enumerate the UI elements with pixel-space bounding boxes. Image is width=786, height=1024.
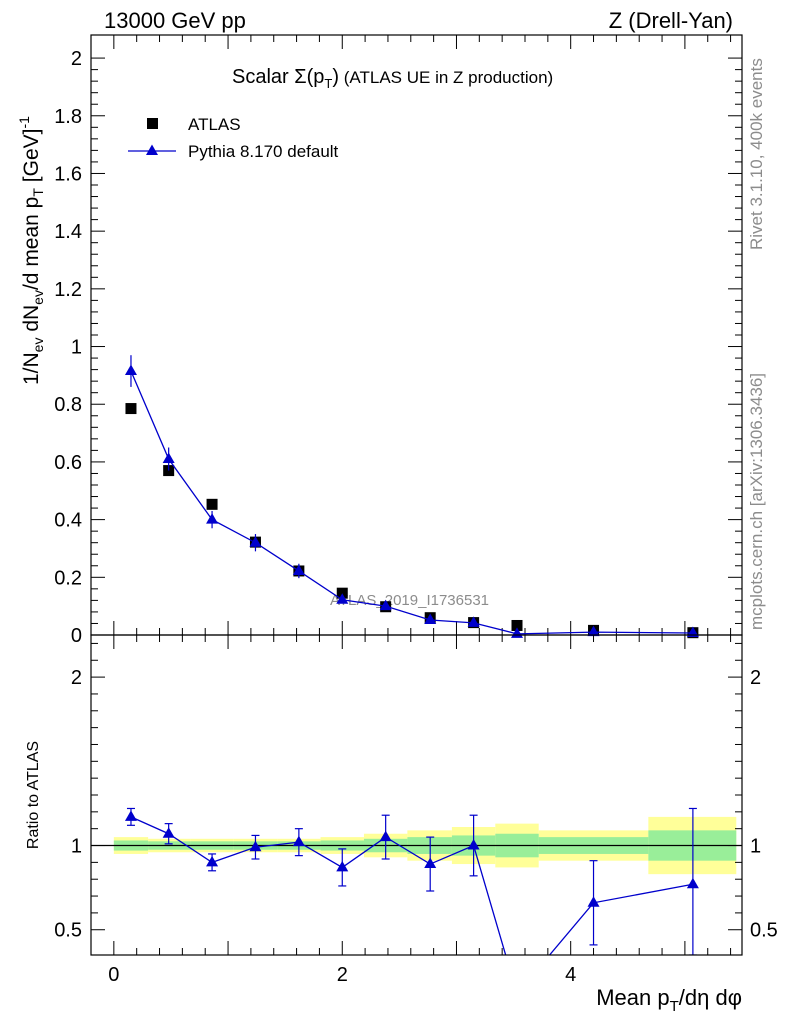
ylabel-c: dN — [20, 305, 43, 338]
main-y-tick-label: 2 — [71, 48, 82, 70]
pythia-point — [249, 536, 262, 547]
main-y-tick-label: 0 — [71, 625, 82, 647]
plot-title: Scalar Σ(pT) (ATLAS UE in Z production) — [232, 66, 553, 91]
pythia-point — [292, 564, 305, 575]
title-close: ) — [332, 66, 339, 88]
ylabel-h: -1 — [16, 116, 32, 129]
pythia-point — [379, 599, 392, 611]
ratio-point — [686, 877, 699, 889]
ratio-point — [424, 857, 437, 869]
ylabel-g: [GeV] — [20, 129, 43, 189]
ylabel-a: 1/N — [20, 352, 43, 385]
legend-label-pythia: Pythia 8.170 default — [188, 142, 339, 161]
ratio-x-axis: 0 2 4 — [90, 635, 732, 986]
ratio-y-tick-label: 1 — [71, 836, 82, 858]
main-y-tick-label: 1.2 — [54, 279, 82, 301]
title-sub: T — [324, 76, 332, 91]
main-y-tick-label: 0.6 — [54, 452, 82, 474]
ratio-point — [467, 839, 480, 850]
ratio-panel: 0.5 0.5 1 1 2 2 0 2 4 Ratio to ATLAS — [25, 634, 778, 986]
header-right: Z (Drell-Yan) — [609, 8, 733, 33]
ratio-point — [249, 840, 262, 852]
ratio-point — [379, 830, 392, 842]
pythia-point — [162, 452, 175, 464]
ylabel-b: ev — [30, 338, 46, 353]
ylabel-d: ev — [30, 290, 46, 305]
ratio-line — [130, 816, 694, 955]
x-axis-label: Mean pT/dη dφ — [596, 985, 742, 1015]
side-label-mcplots: mcplots.cern.ch [arXiv:1306.3436] — [747, 373, 766, 630]
main-y-tick-label: 1.8 — [54, 106, 82, 128]
ratio-y-tick-label-right: 2 — [750, 667, 761, 689]
analysis-watermark: ATLAS_2019_I1736531 — [330, 592, 489, 609]
header-left: 13000 GeV pp — [104, 8, 246, 33]
x-tick-label: 2 — [337, 964, 348, 986]
x-tick-label: 0 — [108, 964, 119, 986]
ratio-point — [124, 810, 137, 821]
pythia-point — [424, 613, 437, 624]
main-panel: 00.20.40.60.811.21.41.61.82 Scalar Σ(pT)… — [16, 34, 743, 647]
main-y-label: 1/Nev dNev/d mean pT [GeV]-1 — [16, 116, 46, 385]
main-data — [124, 355, 699, 639]
ratio-point — [336, 860, 349, 872]
pythia-point — [686, 626, 699, 637]
ratio-y-tick-label-right: 0.5 — [750, 920, 778, 942]
legend-marker-atlas — [147, 118, 158, 129]
main-y-tick-label: 0.8 — [54, 394, 82, 416]
main-x-axis — [90, 35, 732, 635]
ratio-data — [124, 807, 699, 955]
xlabel-tail: /dη dφ — [679, 985, 742, 1010]
ratio-y-tick-label-right: 1 — [750, 836, 761, 858]
ratio-frame — [90, 634, 743, 956]
ratio-point — [587, 896, 600, 907]
main-y-tick-label: 0.4 — [54, 510, 82, 532]
atlas-point — [125, 403, 137, 415]
ratio-series — [124, 807, 699, 955]
ylabel-f: T — [30, 188, 46, 197]
x-tick-label: 4 — [565, 964, 576, 986]
ratio-y-tick-label: 2 — [71, 667, 82, 689]
pythia-point — [587, 625, 600, 637]
pythia-point — [206, 513, 219, 524]
pythia-line — [130, 370, 693, 635]
title-lead: Scalar — [232, 66, 294, 88]
atlas-point — [511, 619, 523, 631]
legend-label-atlas: ATLAS — [188, 115, 241, 134]
pythia-point — [336, 593, 349, 604]
ylabel-e: /d mean p — [20, 197, 43, 290]
atlas-point — [336, 587, 348, 599]
main-y-tick-label: 1 — [71, 337, 82, 359]
ratio-point — [206, 855, 219, 867]
xlabel-lead: Mean p — [596, 985, 669, 1010]
title-sigma: Σ(p — [294, 66, 324, 88]
legend-marker-pythia — [146, 144, 158, 155]
legend: ATLAS Pythia 8.170 default — [128, 115, 339, 161]
ratio-point — [292, 835, 305, 847]
ratio-y-axis: 0.5 0.5 1 1 2 2 — [54, 642, 778, 942]
main-y-axis: 0 0.2 0.4 0.6 0.8 1 1.2 1.4 1.6 1.8 2 — [54, 48, 742, 647]
pythia-point — [124, 364, 137, 376]
side-label-rivet: Rivet 3.1.10, 400k events — [747, 58, 766, 250]
ratio-y-label: Ratio to ATLAS — [25, 741, 42, 849]
main-y-tick-label: 1.4 — [54, 221, 82, 243]
title-tail: (ATLAS UE in Z production) — [339, 68, 553, 87]
main-y-tick-label: 0.2 — [54, 567, 82, 589]
atlas-point — [206, 498, 218, 510]
ratio-point — [162, 827, 175, 838]
ratio-y-tick-label: 0.5 — [54, 920, 82, 942]
pythia-point — [467, 616, 480, 627]
main-y-tick-label: 1.6 — [54, 163, 82, 185]
xlabel-sub: T — [670, 998, 679, 1015]
